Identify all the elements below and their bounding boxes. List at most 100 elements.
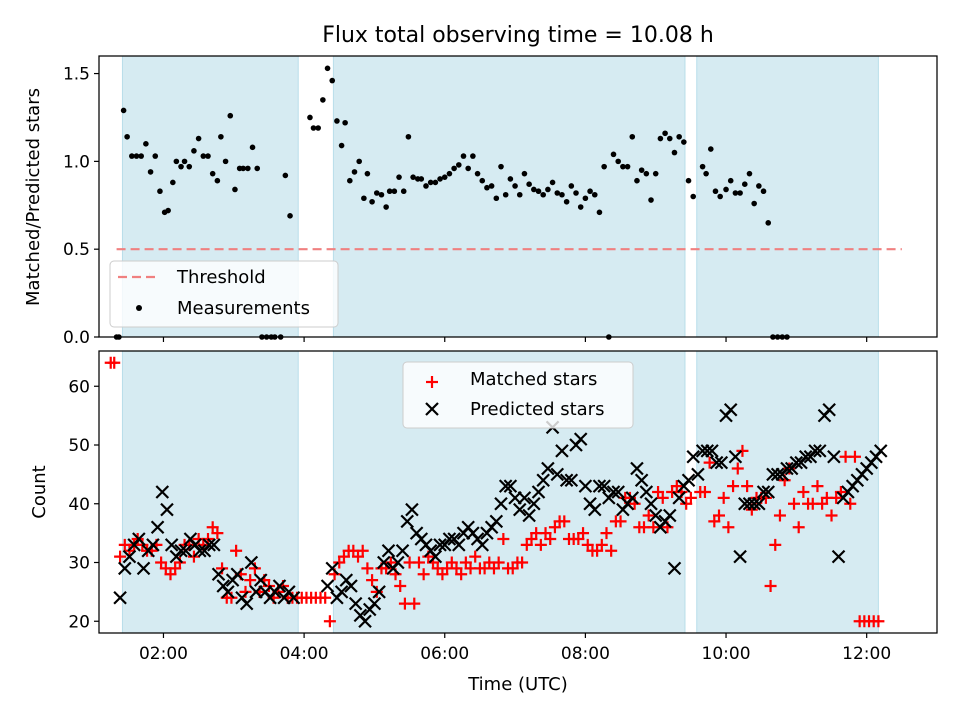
matched-star-point: [656, 491, 669, 504]
matched-star-point: [741, 480, 754, 493]
predicted-star-point: [733, 549, 747, 564]
measurement-point: [671, 149, 678, 156]
predicted-star-point: [517, 491, 532, 505]
matched-star-point: [577, 527, 590, 540]
predicted-star-point: [761, 485, 776, 499]
predicted-star-point: [193, 543, 207, 558]
measurement-point: [446, 170, 453, 177]
measurement-point: [587, 188, 593, 195]
matched-star-point: [356, 544, 369, 557]
predicted-star-point: [512, 502, 527, 517]
predicted-star-point: [400, 514, 415, 529]
chart-title: Flux total observing time = 10.08 h: [322, 23, 714, 48]
predicted-star-point: [709, 455, 724, 470]
predicted-star-point: [253, 573, 268, 587]
measurement-point: [129, 153, 135, 159]
predicted-star-point: [221, 585, 235, 599]
predicted-star-point: [705, 444, 719, 458]
predicted-star-point: [503, 479, 518, 493]
measurement-point: [648, 197, 654, 203]
matched-star-point: [239, 585, 252, 598]
measurement-point: [756, 183, 762, 189]
predicted-star-point: [592, 479, 607, 493]
ratio-y-axis: 0.0 0.5 1.0 1.5: [63, 65, 99, 348]
measurement-point: [186, 163, 193, 170]
matched-star-point: [417, 568, 430, 581]
predicted-star-point: [873, 444, 888, 458]
predicted-star-point: [405, 502, 419, 517]
measurement-point: [170, 179, 176, 186]
predicted-star-point: [239, 596, 254, 611]
matched-star-point: [703, 456, 716, 469]
predicted-star-point: [808, 444, 822, 458]
measurement-point: [165, 207, 171, 214]
predicted-star-point: [578, 479, 593, 493]
predicted-star-point: [155, 485, 170, 499]
x-tick-label: 02:00: [139, 644, 188, 664]
measurement-point: [703, 170, 709, 177]
y-tick-label: 60: [68, 377, 90, 397]
predicted-star-point: [756, 485, 771, 499]
measurement-point: [601, 163, 607, 170]
predicted-star-point: [381, 543, 396, 558]
x-axis-label: Time (UTC): [467, 674, 568, 695]
matched-star-point: [408, 597, 421, 610]
measurement-point: [521, 170, 528, 177]
measurement-point: [535, 188, 542, 195]
measurement-point: [493, 195, 500, 202]
predicted-star-point: [146, 538, 160, 552]
measurement-point: [120, 107, 127, 114]
measurement-point: [732, 190, 739, 196]
predicted-star-point: [597, 479, 611, 493]
predicted-star-point: [244, 555, 259, 570]
measurement-point: [502, 191, 509, 198]
measurement-point: [364, 170, 371, 177]
measurement-point: [240, 165, 246, 172]
predicted-star-point: [611, 485, 625, 499]
y-tick-label: 0.5: [63, 240, 90, 260]
measurement-point: [383, 204, 389, 210]
y-tick-label: 1.0: [63, 152, 90, 172]
measurement-point: [143, 141, 149, 147]
matched-star-point: [558, 515, 571, 528]
measurement-point: [507, 176, 514, 182]
predicted-star-point: [118, 561, 132, 576]
measurement-point: [540, 191, 546, 198]
measurement-point: [531, 186, 537, 193]
measurement-point: [474, 170, 481, 177]
measurement-point: [516, 191, 523, 198]
matched-star-point: [497, 533, 510, 545]
ratio-y-label: Matched/Predicted stars: [23, 88, 44, 306]
predicted-star-point: [536, 473, 550, 488]
ratio-x-axis: [162, 337, 868, 342]
predicted-star-point: [325, 561, 340, 576]
y-tick-label: 20: [68, 612, 90, 632]
count-legend-box: [402, 361, 634, 429]
measurement-point: [245, 165, 251, 172]
matched-star-point: [319, 591, 332, 604]
predicted-star-point: [358, 614, 372, 629]
predicted-star-point: [550, 467, 565, 482]
measurement-point: [410, 174, 416, 180]
measurement-point: [657, 135, 664, 142]
predicted-star-point: [136, 561, 151, 576]
matched-star-point: [647, 521, 660, 534]
matched-star-point: [844, 497, 857, 510]
y-tick-label: 50: [68, 436, 90, 456]
matched-star-point: [872, 615, 885, 628]
predicted-star-point: [559, 473, 574, 488]
measurement-point: [351, 169, 358, 175]
measurement-point: [629, 133, 636, 140]
measurement-point: [369, 198, 375, 205]
measurement-point: [423, 183, 429, 189]
legend-matched-swatch: [426, 376, 438, 388]
matched-star-point: [825, 509, 838, 522]
predicted-star-point: [334, 585, 349, 599]
matched-star-point: [216, 562, 229, 575]
predicted-star-point: [827, 449, 841, 464]
x-tick-label: 10:00: [702, 644, 751, 664]
predicted-star-point: [527, 496, 541, 511]
predicted-star-point: [522, 508, 536, 523]
ratio-panel-frame: [98, 55, 938, 338]
observing-interval: [696, 55, 879, 338]
